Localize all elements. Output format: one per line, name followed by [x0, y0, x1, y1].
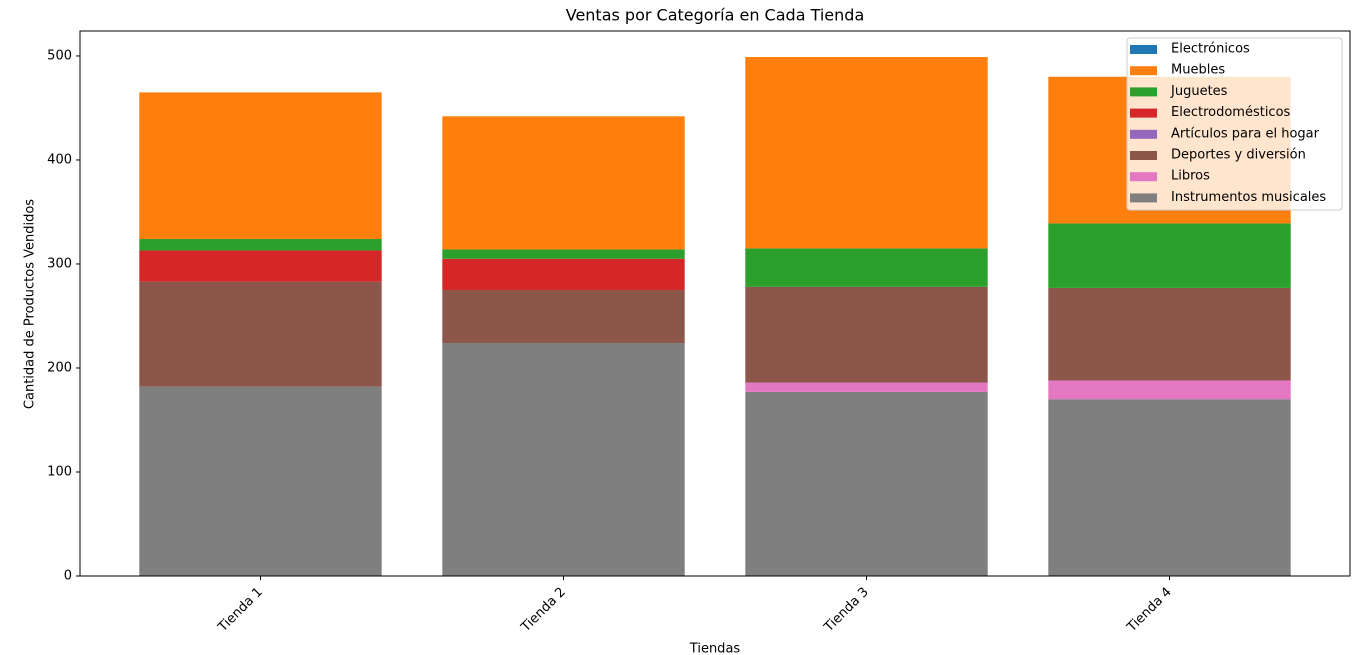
y-tick-label: 300: [47, 256, 72, 271]
legend-label: Electrónicos: [1171, 42, 1250, 57]
legend-label: Deportes y diversión: [1171, 148, 1306, 163]
legend-label: Muebles: [1171, 63, 1225, 78]
bar-segment: [745, 382, 988, 392]
y-tick-label: 500: [47, 48, 72, 63]
legend-label: Electrodomésticos: [1171, 105, 1291, 120]
x-axis-label: Tiendas: [689, 642, 741, 655]
x-tick-label: Tienda 1: [215, 585, 266, 636]
legend-swatch: [1130, 129, 1157, 139]
bar-segment: [139, 281, 382, 387]
bar-segment: [1048, 223, 1291, 288]
bar-segment: [1048, 287, 1291, 381]
bar-segment: [745, 57, 988, 249]
legend-label: Juguetes: [1170, 84, 1228, 99]
legend-swatch: [1130, 45, 1157, 54]
y-tick-label: 200: [47, 360, 72, 375]
bar-segment: [745, 248, 988, 287]
bar-segment: [139, 250, 382, 282]
y-tick-label: 400: [47, 152, 72, 167]
bar-segment: [745, 286, 988, 383]
bar-segment: [139, 386, 382, 576]
y-tick-label: 100: [47, 464, 72, 479]
bar-segment: [139, 239, 382, 251]
y-axis-label: Cantidad de Productos Vendidos: [23, 199, 38, 409]
bar-segment: [1048, 380, 1291, 400]
y-tick-label: 0: [64, 569, 72, 584]
bar-segment: [139, 92, 382, 240]
bar-segment: [745, 391, 988, 576]
plot-frame: [79, 30, 1351, 577]
legend-box: [1126, 37, 1343, 211]
x-tick-label: Tienda 4: [1124, 585, 1175, 636]
bar-segment: [1048, 399, 1291, 576]
legend-swatch: [1130, 87, 1157, 97]
bar-segment: [442, 343, 685, 576]
x-tick-label: Tienda 3: [821, 585, 872, 636]
bar-segment: [442, 249, 685, 259]
legend-label: Artículos para el hogar: [1171, 126, 1320, 141]
x-tick-label: Tienda 2: [518, 585, 569, 636]
bar-segment: [442, 116, 685, 250]
legend-swatch: [1130, 66, 1157, 76]
bar-segment: [442, 258, 685, 290]
chart-title: Ventas por Categoría en Cada Tienda: [566, 6, 865, 25]
legend-label: Instrumentos musicales: [1171, 190, 1326, 205]
bar-segment: [442, 289, 685, 344]
legend-swatch: [1130, 151, 1157, 160]
legend-swatch: [1130, 193, 1157, 203]
legend-swatch: [1130, 108, 1157, 118]
legend-swatch: [1130, 172, 1157, 182]
legend-label: Libros: [1171, 169, 1210, 184]
